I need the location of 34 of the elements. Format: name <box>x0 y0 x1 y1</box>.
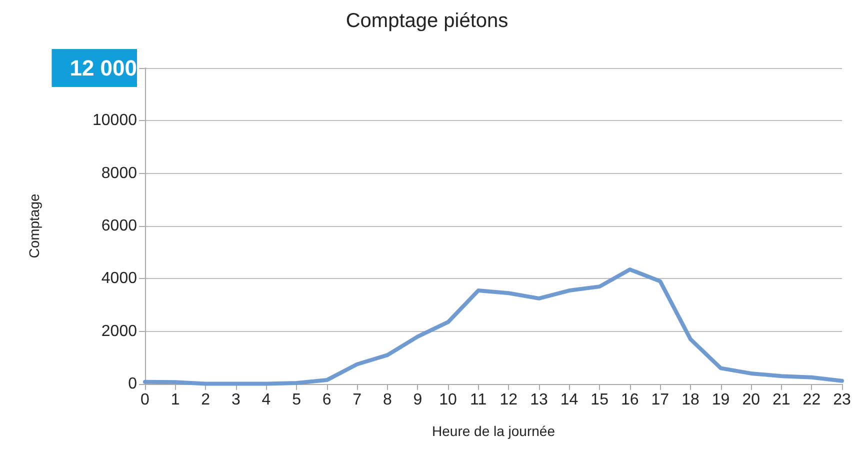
x-tick-label: 2 <box>201 392 210 408</box>
x-tick-label: 5 <box>292 392 302 408</box>
chart-title: Comptage piétons <box>346 10 508 32</box>
x-tick-label: 23 <box>833 392 851 408</box>
x-tick-label: 16 <box>620 392 639 408</box>
y-axis-title: Comptage <box>26 193 42 258</box>
x-tick-label: 18 <box>682 392 700 408</box>
x-tick-label: 4 <box>262 392 271 408</box>
x-tick-label: 21 <box>772 392 790 408</box>
x-axis-title: Heure de la journée <box>432 423 556 439</box>
x-tick-label: 3 <box>231 392 240 408</box>
x-tick-label: 20 <box>742 392 760 408</box>
y-tick-label: 6000 <box>101 218 138 234</box>
y-tick-label: 12 000 <box>70 56 137 80</box>
y-tick-label: 8000 <box>101 164 138 182</box>
x-tick-label: 9 <box>413 392 422 408</box>
x-tick-label: 7 <box>352 392 362 408</box>
x-tick-label: 6 <box>322 392 332 408</box>
x-tick-label: 15 <box>590 392 609 408</box>
x-tick-label: 19 <box>712 392 730 408</box>
y-tick-label: 10000 <box>92 112 138 130</box>
y-tick-label: 2000 <box>101 322 138 340</box>
x-tick-label: 12 <box>500 392 518 408</box>
x-tick-label: 0 <box>140 392 150 408</box>
x-tick-label: 22 <box>802 392 821 408</box>
y-tick-label: 4000 <box>101 270 138 288</box>
x-tick-label: 13 <box>530 392 548 408</box>
x-tick-label: 17 <box>651 392 670 408</box>
x-tick-label: 14 <box>560 392 578 408</box>
x-tick-label: 11 <box>470 392 487 408</box>
y-tick-label: 0 <box>128 376 138 392</box>
x-tick-label: 10 <box>439 392 458 408</box>
x-tick-label: 8 <box>382 392 392 408</box>
x-tick-label: 1 <box>170 392 180 408</box>
